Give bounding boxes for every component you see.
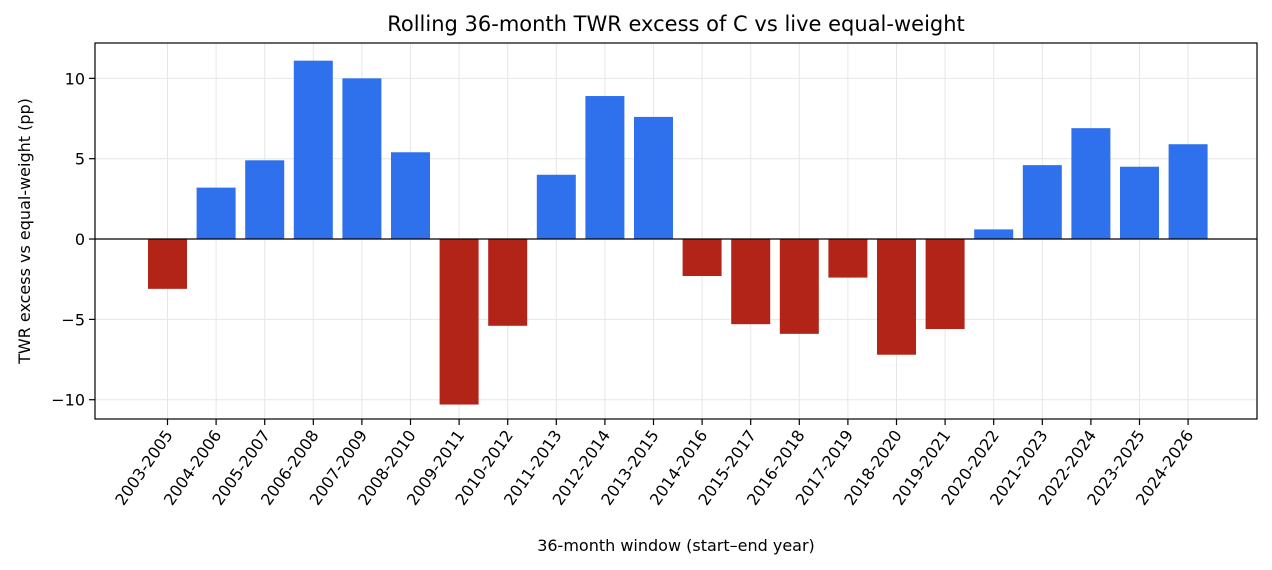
bar [779, 239, 819, 334]
bar [877, 239, 916, 355]
bar [585, 96, 625, 240]
bar [1071, 128, 1111, 240]
bar [828, 239, 868, 278]
bar [1120, 166, 1159, 240]
bars [148, 60, 1208, 405]
bar [439, 239, 479, 405]
y-axis: −10 −5 0 5 10 [51, 69, 95, 410]
y-tick-label: −10 [51, 391, 85, 410]
bar [488, 239, 528, 326]
bar [342, 78, 382, 240]
bar [536, 174, 576, 240]
chart-title: Rolling 36-month TWR excess of C vs live… [387, 12, 965, 36]
bar [293, 60, 333, 240]
bar [634, 116, 673, 240]
y-tick-label: 10 [65, 69, 85, 88]
x-axis-label: 36-month window (start–end year) [537, 536, 815, 555]
bar [731, 239, 771, 325]
bar [1022, 165, 1062, 240]
bar [682, 239, 722, 276]
bar [391, 152, 430, 240]
y-tick-label: 5 [75, 150, 85, 169]
y-axis-label: TWR excess vs equal-weight (pp) [15, 98, 34, 365]
bar [245, 160, 285, 240]
y-tick-label: 0 [75, 230, 85, 249]
plot-frame [94, 42, 1258, 420]
x-axis: 2003-20052004-20062005-20072006-20082007… [111, 419, 1197, 509]
bar [925, 239, 965, 330]
bar [974, 229, 1014, 240]
bar [148, 239, 187, 289]
y-tick-label: −5 [61, 310, 85, 329]
bar [1168, 144, 1208, 240]
bar [196, 187, 236, 240]
